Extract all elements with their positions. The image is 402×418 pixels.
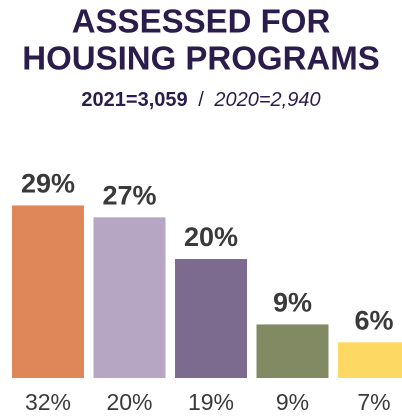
chart-title: ASSESSED FOR [72,3,331,40]
data-label: 6% [354,305,393,335]
comparison-label: 9% [276,389,309,415]
comparison-label: 19% [188,389,234,415]
bar [338,342,402,378]
comparison-label: 7% [357,389,390,415]
data-label: 9% [273,288,312,318]
bar [175,259,247,378]
comparison-label: 20% [106,389,152,415]
comparison-label: 32% [25,389,71,415]
bar [12,205,84,378]
data-label: 20% [184,222,238,252]
subtitle-part: / [198,89,204,111]
data-label: 29% [21,169,75,199]
chart-subtitle: 2021=3,059 / 2020=2,940 [81,89,320,111]
bar [93,217,166,378]
bar [256,324,329,378]
chart-title: HOUSING PROGRAMS [22,40,380,77]
data-label: 27% [102,180,156,210]
subtitle-part: 2020=2,940 [213,89,320,111]
subtitle-part: 2021=3,059 [81,89,187,111]
